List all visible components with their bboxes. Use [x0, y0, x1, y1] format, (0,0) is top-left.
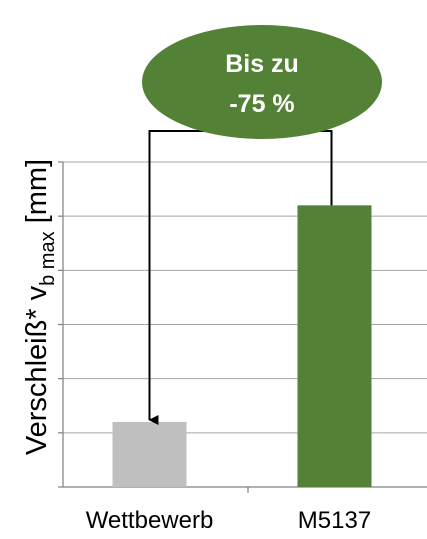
- y-axis-title-subscript: b max: [37, 231, 59, 285]
- y-axis-title: Verschleiß* vb max [mm]: [21, 159, 59, 455]
- x-tick-labels: Wettbewerb M5137: [86, 507, 372, 534]
- gridlines: [63, 161, 427, 434]
- savings-badge-line1: Bis zu: [225, 50, 299, 78]
- bars: [112, 205, 372, 488]
- y-axis-title-main: Verschleiß* v: [21, 285, 53, 455]
- x-tick-label: Wettbewerb: [86, 507, 214, 534]
- x-tick-label: M5137: [298, 507, 371, 534]
- savings-badge-line2: -75 %: [229, 90, 294, 118]
- bar-wettbewerb: [112, 422, 187, 487]
- savings-badge: Bis zu -75 %: [142, 25, 382, 139]
- bar-m5137: [297, 205, 372, 488]
- y-axis-title-unit: [mm]: [21, 159, 53, 232]
- savings-badge-ellipse: [142, 25, 382, 139]
